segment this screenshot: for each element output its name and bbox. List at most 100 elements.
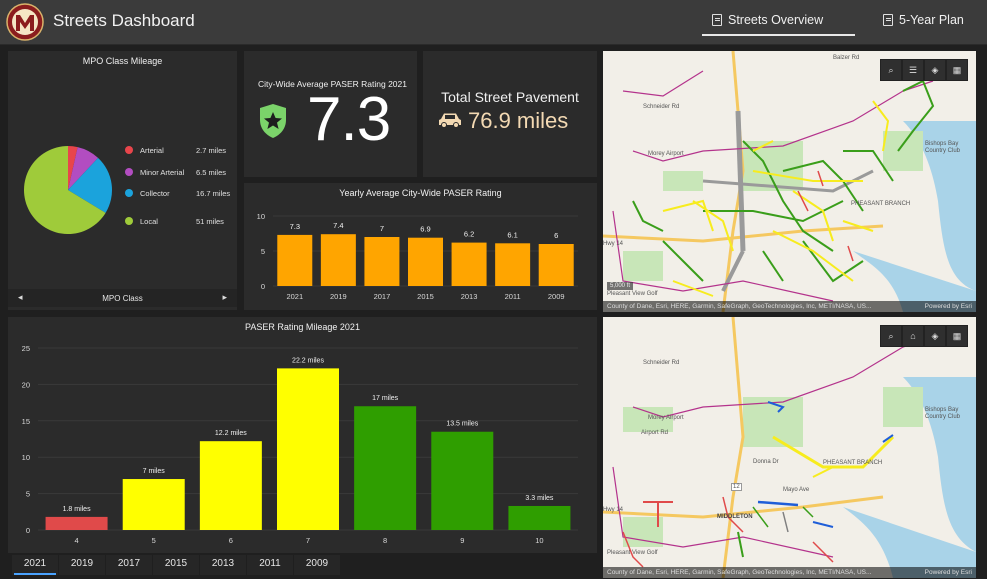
next-arrow-icon[interactable]: ▸ [222, 292, 227, 302]
basemap-grid-icon[interactable]: ▦ [946, 325, 968, 347]
x-tick-label: 10 [535, 536, 543, 545]
search-icon[interactable]: ⌕ [880, 325, 902, 347]
y-tick-label: 15 [22, 417, 30, 426]
bar-2015[interactable] [408, 237, 443, 286]
x-tick-label: 5 [152, 536, 156, 545]
x-tick-label: 9 [460, 536, 464, 545]
search-icon[interactable]: ⌕ [880, 59, 902, 81]
bar-6[interactable] [199, 441, 262, 530]
bar-8[interactable] [354, 406, 417, 530]
x-tick-label: 2017 [374, 292, 391, 301]
kpi-pavement-title: Total Street Pavement [441, 89, 579, 105]
highway-shield: 12 [731, 483, 742, 491]
bar-2009[interactable] [538, 244, 574, 286]
map-attribution: County of Dane, Esri, HERE, Garmin, Safe… [603, 301, 976, 312]
map-label: Airport Rd [641, 430, 669, 436]
map-top-canvas[interactable] [603, 51, 976, 312]
legend-list-icon[interactable]: ☰ [902, 59, 924, 81]
x-tick-label: 2013 [461, 292, 478, 301]
map-label: Morey Airport [648, 415, 684, 421]
year-tab-2015[interactable]: 2015 [153, 555, 199, 575]
pager-label: MPO Class [102, 294, 143, 303]
year-tab-2013[interactable]: 2013 [200, 555, 246, 575]
map-label: PHEASANT BRANCH [823, 460, 883, 466]
pie-slice-minor-arterial[interactable] [68, 147, 99, 190]
map-top[interactable]: Balzer Rd Schneider Rd Morey Airport Bis… [603, 51, 976, 312]
y-tick-label: 0 [26, 526, 30, 535]
map-bottom-canvas[interactable] [603, 317, 976, 578]
pie-slice-arterial[interactable] [68, 146, 78, 190]
map-label: Balzer Rd [833, 55, 860, 61]
year-tab-2011[interactable]: 2011 [247, 555, 293, 575]
basemap-grid-icon[interactable]: ▦ [946, 59, 968, 81]
map-label: Morey Airport [648, 151, 684, 157]
bar-5[interactable] [122, 479, 185, 530]
map-label: Bishops Bay Country Club [925, 141, 961, 154]
app-header: Streets Dashboard Streets Overview 5-Yea… [0, 0, 987, 45]
app-title: Streets Dashboard [53, 11, 195, 30]
map-toolbar: ⌕ ⌂ ◈ ▦ [880, 325, 968, 347]
map-label: PHEASANT BRANCH [851, 201, 911, 207]
map-attribution: County of Dane, Esri, HERE, Garmin, Safe… [603, 567, 976, 578]
map-label: Bishops Bay Country Club [925, 407, 961, 420]
kpi-pavement-value: 76.9 miles [468, 108, 569, 133]
bar-2011[interactable] [495, 243, 531, 286]
x-tick-label: 2009 [548, 292, 565, 301]
layers-icon[interactable]: ◈ [924, 59, 946, 81]
map-label: Pleasant View Golf [607, 550, 658, 556]
pie-slice-local[interactable] [24, 146, 106, 234]
bar-9[interactable] [431, 431, 494, 530]
y-tick-label: 5 [26, 490, 30, 499]
x-tick-label: 7 [306, 536, 310, 545]
layers-icon[interactable]: ◈ [924, 325, 946, 347]
shield-star-icon [260, 104, 286, 138]
map-label: Pleasant View Golf [607, 291, 658, 297]
legend-swatch [125, 146, 133, 154]
bar-2013[interactable] [451, 242, 487, 286]
home-icon[interactable]: ⌂ [902, 325, 924, 347]
map-label: MIDDLETON [717, 514, 753, 520]
bar-10[interactable] [508, 505, 571, 530]
year-tab-2019[interactable]: 2019 [59, 555, 105, 575]
bar-2021[interactable] [277, 234, 313, 286]
data-label: 3.3 miles [525, 495, 554, 502]
y-tick-label: 20 [22, 380, 30, 389]
data-label: 7.3 [290, 222, 300, 231]
legend-swatch [125, 189, 133, 197]
year-tab-2009[interactable]: 2009 [294, 555, 340, 575]
map-scale: 5,000 ft [607, 282, 634, 290]
x-tick-label: 2019 [330, 292, 347, 301]
panel-title: Yearly Average City-Wide PASER Rating [339, 188, 502, 198]
tab-label: Streets Overview [728, 13, 824, 27]
mpo-pager: ◂ MPO Class ▸ [8, 289, 237, 307]
bar-7[interactable] [277, 368, 339, 530]
bar-2019[interactable] [320, 234, 356, 286]
map-bottom[interactable]: Schneider Rd Morey Airport Airport Rd Bi… [603, 317, 976, 578]
document-icon [712, 14, 722, 26]
prev-arrow-icon[interactable]: ◂ [18, 292, 23, 302]
tab-streets-overview[interactable]: Streets Overview [701, 13, 856, 36]
tab-5-year-plan[interactable]: 5-Year Plan [883, 13, 964, 27]
y-tick-label: 5 [261, 247, 265, 256]
map-label: Mayo Ave [783, 487, 810, 493]
data-label: 13.5 miles [446, 421, 478, 428]
data-label: 6.9 [420, 225, 430, 234]
data-label: 12.2 miles [215, 430, 247, 437]
x-tick-label: 6 [229, 536, 233, 545]
document-icon [883, 14, 893, 26]
y-tick-label: 0 [261, 282, 265, 291]
bar-2017[interactable] [364, 237, 400, 286]
year-tab-2017[interactable]: 2017 [106, 555, 152, 575]
y-tick-label: 10 [257, 212, 265, 221]
map-label: Schneider Rd [643, 104, 680, 110]
x-tick-label: 8 [383, 536, 387, 545]
year-tabs: 2021 2019 2017 2015 2013 2011 2009 [12, 555, 341, 577]
pie-slice-collector[interactable] [68, 157, 113, 213]
bar-4[interactable] [45, 516, 108, 530]
year-tab-2021[interactable]: 2021 [12, 555, 58, 575]
yearly-paser-bar-chart: 0 5 10 7.3 2021 7.4 2019 7 2017 6.9 2015 6.2 2013 6.1… [257, 212, 578, 301]
panel-title: MPO Class Mileage [82, 56, 163, 66]
data-label: 1.8 miles [63, 506, 92, 513]
data-label: 6.2 [464, 230, 474, 239]
map-label: Donna Dr [753, 459, 779, 465]
